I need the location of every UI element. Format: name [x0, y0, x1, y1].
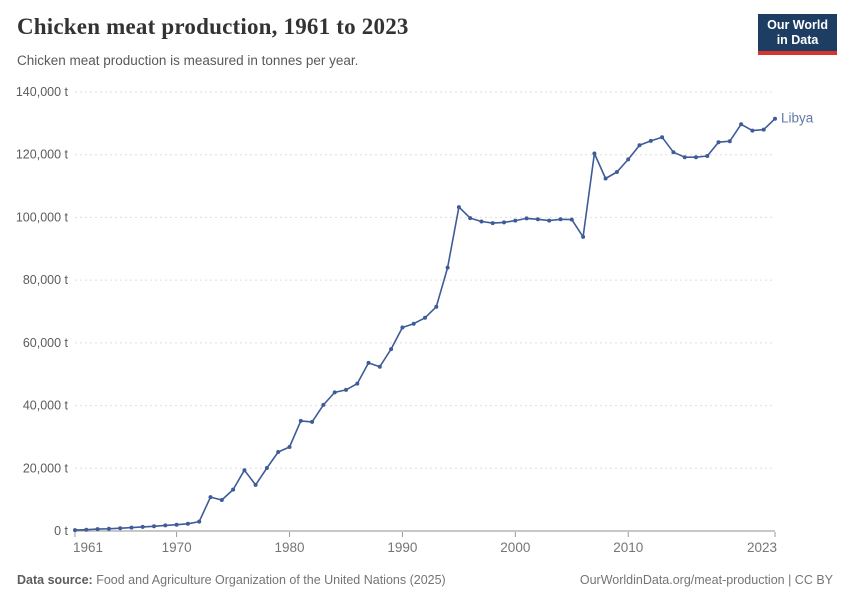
data-point[interactable] [355, 381, 360, 386]
data-point[interactable] [535, 217, 540, 222]
data-point[interactable] [163, 523, 168, 528]
data-source-text: Food and Agriculture Organization of the… [92, 573, 446, 587]
data-point[interactable] [490, 221, 495, 226]
data-point[interactable] [694, 155, 698, 160]
y-axis-tick-label: 140,000 t [16, 85, 69, 99]
data-point[interactable] [547, 218, 552, 223]
y-axis-tick-label: 120,000 t [16, 148, 69, 162]
data-point[interactable] [648, 138, 653, 143]
data-point[interactable] [118, 526, 123, 531]
credit-link[interactable]: OurWorldinData.org/meat-production | CC … [579, 573, 833, 587]
data-point[interactable] [502, 220, 506, 225]
data-point[interactable] [411, 321, 416, 326]
data-point[interactable] [761, 127, 766, 132]
data-point[interactable] [106, 526, 111, 531]
data-point[interactable] [231, 487, 236, 492]
data-point[interactable] [637, 143, 642, 148]
data-point[interactable] [344, 387, 348, 392]
data-point[interactable] [197, 519, 202, 524]
data-point[interactable] [152, 524, 156, 529]
data-point[interactable] [140, 524, 145, 529]
data-source-label: Data source: [17, 573, 93, 587]
data-point[interactable] [513, 218, 518, 223]
data-point[interactable] [434, 304, 439, 309]
data-point[interactable] [524, 216, 529, 221]
x-axis-tick-label: 2010 [613, 540, 643, 555]
y-axis-tick-label: 80,000 t [23, 273, 69, 287]
y-axis-tick-label: 100,000 t [16, 210, 69, 224]
data-point[interactable] [287, 445, 292, 449]
data-point[interactable] [129, 525, 134, 530]
x-axis-tick-label: 2000 [500, 540, 530, 555]
data-point[interactable] [73, 528, 77, 533]
data-point[interactable] [400, 325, 405, 330]
data-point[interactable] [332, 390, 337, 395]
data-point[interactable] [479, 219, 484, 224]
data-point[interactable] [739, 122, 744, 127]
data-point[interactable] [310, 419, 315, 424]
data-point[interactable] [671, 150, 676, 155]
y-axis-tick-label: 0 t [54, 524, 68, 538]
owid-logo[interactable]: Our World in Data [758, 14, 837, 55]
data-point[interactable] [445, 265, 450, 270]
data-point[interactable] [389, 347, 394, 352]
page-title: Chicken meat production, 1961 to 2023 [17, 14, 409, 39]
data-point[interactable] [660, 135, 665, 140]
y-axis-tick-label: 20,000 t [23, 461, 69, 475]
y-axis-tick-label: 60,000 t [23, 336, 69, 350]
data-point[interactable] [253, 482, 258, 487]
data-point[interactable] [298, 418, 303, 423]
chart-subtitle: Chicken meat production is measured in t… [17, 53, 359, 68]
data-point[interactable] [219, 498, 224, 502]
data-point[interactable] [264, 466, 269, 470]
data-point[interactable] [705, 154, 710, 158]
data-point[interactable] [750, 128, 755, 133]
data-point[interactable] [95, 527, 100, 532]
data-point[interactable] [592, 151, 597, 156]
x-axis-tick-label: 2023 [747, 540, 777, 555]
data-point[interactable] [581, 234, 586, 239]
data-point[interactable] [423, 315, 427, 320]
data-point[interactable] [185, 521, 190, 526]
x-axis-tick-label: 1990 [387, 540, 417, 555]
data-point[interactable] [84, 527, 89, 532]
series-entity-label[interactable]: Libya [781, 111, 814, 126]
data-point[interactable] [456, 205, 461, 210]
data-point[interactable] [682, 155, 687, 160]
data-point[interactable] [727, 139, 732, 144]
data-point[interactable] [626, 157, 631, 162]
data-point[interactable] [208, 495, 213, 500]
data-point[interactable] [614, 170, 619, 174]
x-axis-tick-label: 1980 [274, 540, 304, 555]
owid-logo-line1: Our World [767, 18, 828, 32]
x-axis-tick-label: 1970 [162, 540, 192, 555]
data-point[interactable] [377, 364, 382, 369]
data-point[interactable] [242, 468, 247, 473]
data-point[interactable] [603, 176, 608, 181]
data-point[interactable] [569, 217, 574, 222]
data-point[interactable] [716, 140, 721, 145]
data-point[interactable] [366, 360, 371, 365]
y-axis-tick-label: 40,000 t [23, 399, 69, 413]
data-point[interactable] [321, 402, 326, 407]
data-point[interactable] [558, 217, 563, 222]
data-point[interactable] [174, 522, 179, 527]
data-point[interactable] [773, 116, 777, 121]
owid-logo-line2: in Data [776, 33, 819, 47]
x-axis-tick-label: 1961 [73, 540, 103, 555]
data-source-note: Data source: Food and Agriculture Organi… [17, 573, 446, 587]
data-point[interactable] [276, 450, 281, 454]
data-point[interactable] [468, 216, 473, 221]
